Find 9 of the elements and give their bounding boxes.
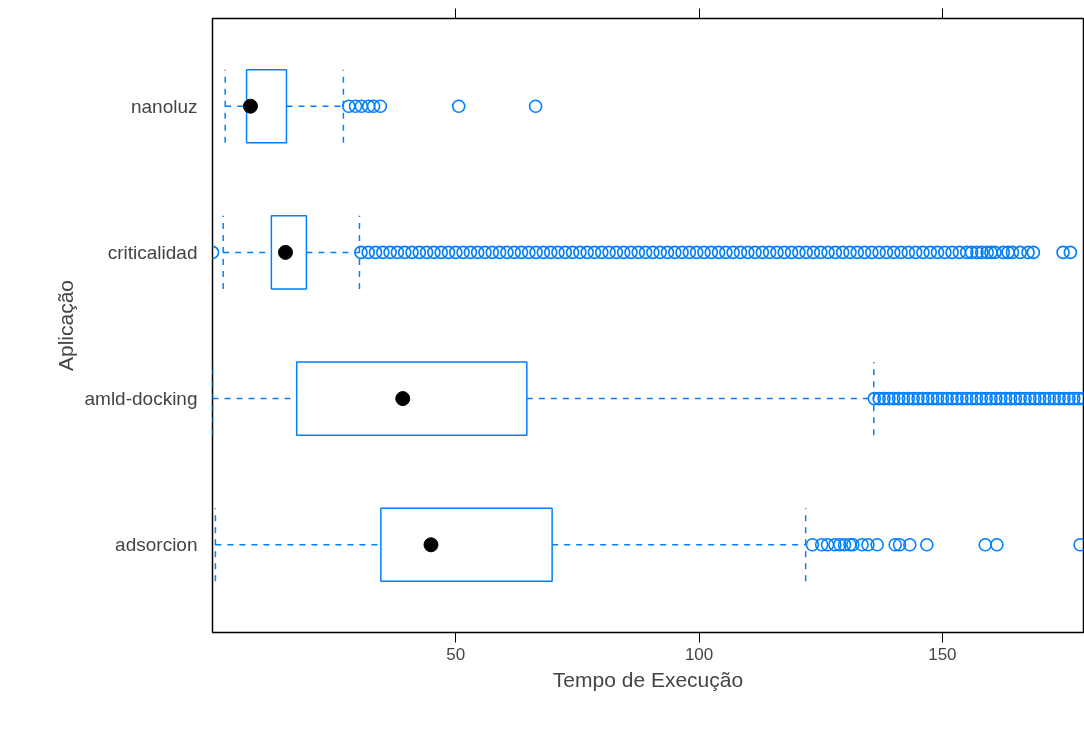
x-tick-label: 150 — [928, 644, 957, 664]
y-tick-label: amld-docking — [84, 388, 198, 410]
y-axis-title: Aplicação — [53, 279, 77, 372]
x-tick-label: 50 — [446, 644, 466, 664]
x-tick-label: 100 — [684, 644, 714, 664]
y-tick-label: adsorcion — [115, 534, 198, 556]
y-tick-label: criticalidad — [107, 241, 198, 263]
y-tick-label: nanoluz — [130, 95, 198, 117]
x-axis-title: Tempo de Execução — [552, 667, 744, 691]
